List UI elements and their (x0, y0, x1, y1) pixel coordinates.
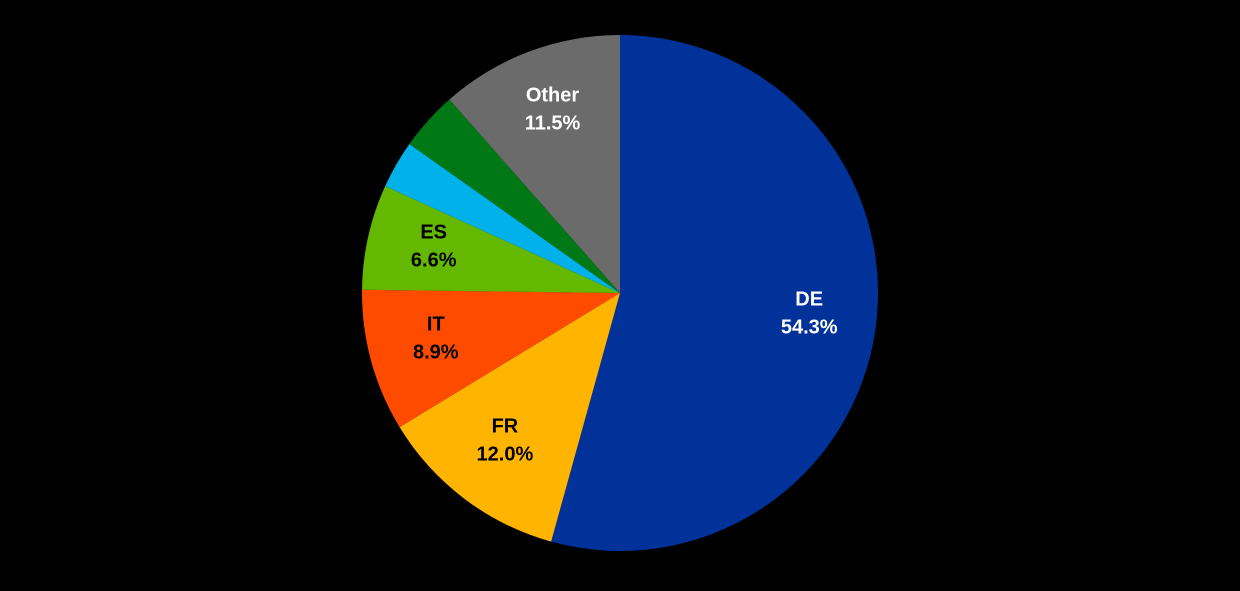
slice-label-it: IT 8.9% (413, 313, 459, 363)
pie-slice-es (362, 186, 620, 293)
pie-slice-unlabeled-5 (409, 99, 620, 293)
pie-slice-other (449, 35, 620, 293)
pie-slice-de (551, 35, 879, 552)
pie-slice-it (361, 289, 620, 428)
slice-label-fr: FR 12.0% (477, 415, 534, 465)
slice-label-es: ES 6.6% (411, 221, 457, 271)
slice-label-de: DE 54.3% (781, 289, 838, 339)
pie-slice-unlabeled-4 (385, 143, 620, 293)
slice-label-other: Other 11.5% (525, 84, 581, 134)
pie-slice-fr (399, 293, 620, 542)
